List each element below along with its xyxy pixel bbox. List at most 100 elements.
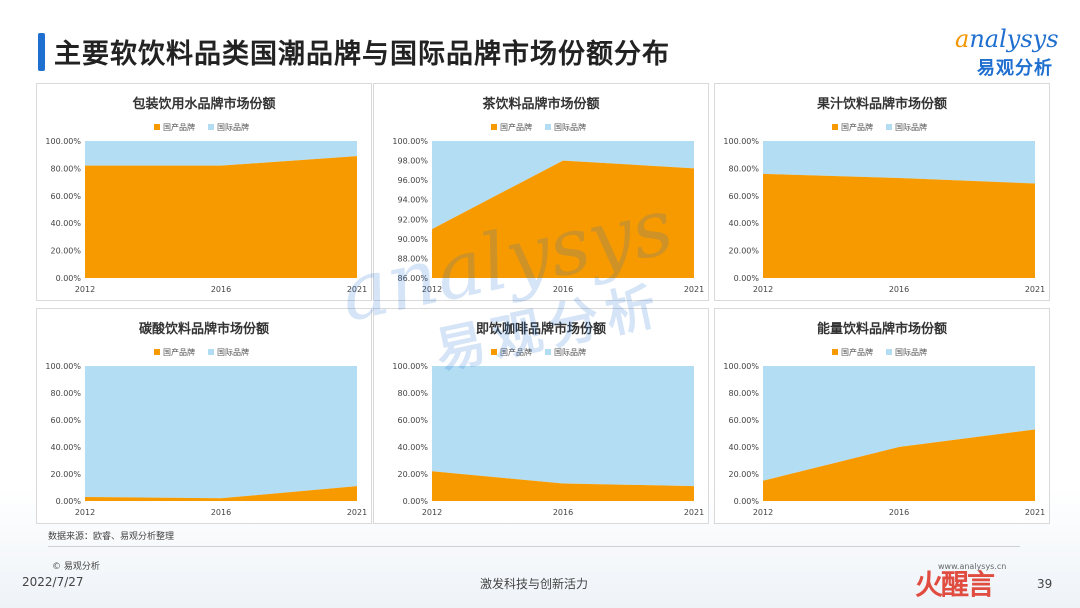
chart-title: 能量饮料品牌市场份额 [817, 321, 947, 337]
y-tick-label: 20.00% [728, 470, 759, 479]
chart-panel-carbonated-drinks: 碳酸饮料品牌市场份额 国产品牌 国际品牌 0.00% 20.00% 40.00% 60.00… [36, 308, 372, 524]
y-tick-label: 94.00% [397, 196, 428, 205]
x-tick-label: 2021 [1025, 285, 1045, 294]
legend-swatch [545, 124, 551, 130]
legend-label: 国产品牌 [163, 347, 195, 357]
legend-swatch [886, 349, 892, 355]
y-tick-label: 20.00% [50, 470, 81, 479]
logo-initial: a [955, 25, 970, 53]
y-tick-label: 100.00% [723, 137, 759, 146]
series-area-domestic [85, 156, 357, 278]
chart-panel-bottled-water: 包装饮用水品牌市场份额国产品牌 国际品牌 0.00% 20.00% 40.00% 60.0… [36, 83, 372, 301]
x-tick-label: 2016 [889, 508, 909, 517]
y-tick-label: 40.00% [50, 219, 81, 228]
x-tick-label: 2012 [75, 508, 95, 517]
y-tick-label: 100.00% [45, 362, 81, 371]
y-tick-label: 0.00% [734, 497, 760, 506]
legend-swatch [886, 124, 892, 130]
legend-swatch [491, 124, 497, 130]
chart-panel-energy-drinks: 能量饮料品牌市场份额 国产品牌 国际品牌 0.00% 20.00% 40.00% 60.00… [714, 308, 1050, 524]
y-tick-label: 86.00% [397, 274, 428, 283]
y-tick-label: 0.00% [56, 274, 82, 283]
stamp-text: 火醒言 [915, 568, 995, 601]
footer-date: 2022/7/27 [22, 575, 84, 589]
x-tick-label: 2021 [1025, 508, 1045, 517]
legend-swatch [832, 349, 838, 355]
y-tick-label: 0.00% [403, 497, 429, 506]
y-tick-label: 0.00% [56, 497, 82, 506]
y-tick-label: 96.00% [397, 176, 428, 185]
x-tick-label: 2016 [211, 285, 231, 294]
x-tick-label: 2016 [553, 285, 573, 294]
y-tick-label: 80.00% [50, 164, 81, 173]
y-tick-label: 92.00% [397, 215, 428, 224]
y-tick-label: 60.00% [50, 192, 81, 201]
legend-label: 国际品牌 [554, 122, 586, 132]
chart-title: 即饮咖啡品牌市场份额 [476, 321, 606, 337]
legend-label: 国产品牌 [841, 122, 873, 132]
legend-swatch [154, 349, 160, 355]
stamp-logo: 火醒言 [915, 563, 995, 603]
x-tick-label: 2012 [422, 508, 442, 517]
legend-label: 国产品牌 [500, 347, 532, 357]
y-tick-label: 20.00% [397, 470, 428, 479]
page-title: 主要软饮料品类国潮品牌与国际品牌市场份额分布 [54, 39, 670, 70]
series-area-international [85, 141, 357, 166]
legend-swatch [545, 349, 551, 355]
chart-panel-tea-drinks: 茶饮料品牌市场份额 国产品牌 国际品牌 86.00% 88.00% 90.00% 92.00… [373, 83, 709, 301]
series-area-international [763, 141, 1035, 184]
x-tick-label: 2016 [889, 285, 909, 294]
legend-label: 国产品牌 [163, 122, 195, 132]
legend-label: 国际品牌 [895, 122, 927, 132]
y-tick-label: 40.00% [397, 443, 428, 452]
series-area-international [432, 141, 694, 230]
analysys-logo: analysys 易观分析 [955, 25, 1065, 80]
page-number: 39 [1037, 577, 1053, 591]
y-tick-label: 100.00% [45, 137, 81, 146]
x-tick-label: 2021 [684, 285, 704, 294]
series-area-domestic [763, 173, 1035, 278]
series-area-domestic [432, 160, 694, 278]
y-tick-label: 80.00% [728, 389, 759, 398]
chart-panel-rtd-coffee: 即饮咖啡品牌市场份额国产品牌 国际品牌 0.00% 20.00% 40.00% 60.00… [373, 308, 709, 524]
y-tick-label: 60.00% [728, 416, 759, 425]
x-tick-label: 2012 [422, 285, 442, 294]
y-tick-label: 98.00% [397, 157, 428, 166]
title-accent-bar [38, 33, 45, 71]
x-tick-label: 2012 [753, 508, 773, 517]
footer-site: www.analysys.cn [938, 562, 1007, 571]
y-tick-label: 60.00% [397, 416, 428, 425]
legend-label: 国际品牌 [554, 347, 586, 357]
legend-label: 国产品牌 [841, 347, 873, 357]
x-tick-label: 2021 [347, 285, 367, 294]
legend-swatch [208, 349, 214, 355]
x-tick-label: 2012 [75, 285, 95, 294]
legend-label: 国际品牌 [217, 122, 249, 132]
y-tick-label: 100.00% [392, 137, 428, 146]
y-tick-label: 60.00% [728, 192, 759, 201]
chart-title: 包装饮用水品牌市场份额 [132, 96, 275, 112]
y-tick-label: 40.00% [728, 443, 759, 452]
series-area-international [763, 366, 1035, 481]
x-tick-label: 2016 [211, 508, 231, 517]
y-tick-label: 90.00% [397, 235, 428, 244]
series-area-domestic [763, 429, 1035, 501]
y-tick-label: 100.00% [392, 362, 428, 371]
series-area-domestic [85, 486, 357, 501]
chart-title: 果汁饮料品牌市场份额 [816, 96, 947, 112]
y-tick-label: 40.00% [50, 443, 81, 452]
footer-slogan: 激发科技与创新活力 [480, 577, 589, 591]
y-tick-label: 20.00% [50, 247, 81, 256]
chart-panel-juice-drinks: 果汁饮料品牌市场份额 国产品牌 国际品牌 0.00% 20.00% 40.00% 60.00… [714, 83, 1050, 301]
legend-label: 国产品牌 [500, 122, 532, 132]
x-tick-label: 2021 [684, 508, 704, 517]
y-tick-label: 80.00% [728, 164, 759, 173]
y-tick-label: 0.00% [734, 274, 760, 283]
y-tick-label: 40.00% [728, 219, 759, 228]
legend-swatch [154, 124, 160, 130]
